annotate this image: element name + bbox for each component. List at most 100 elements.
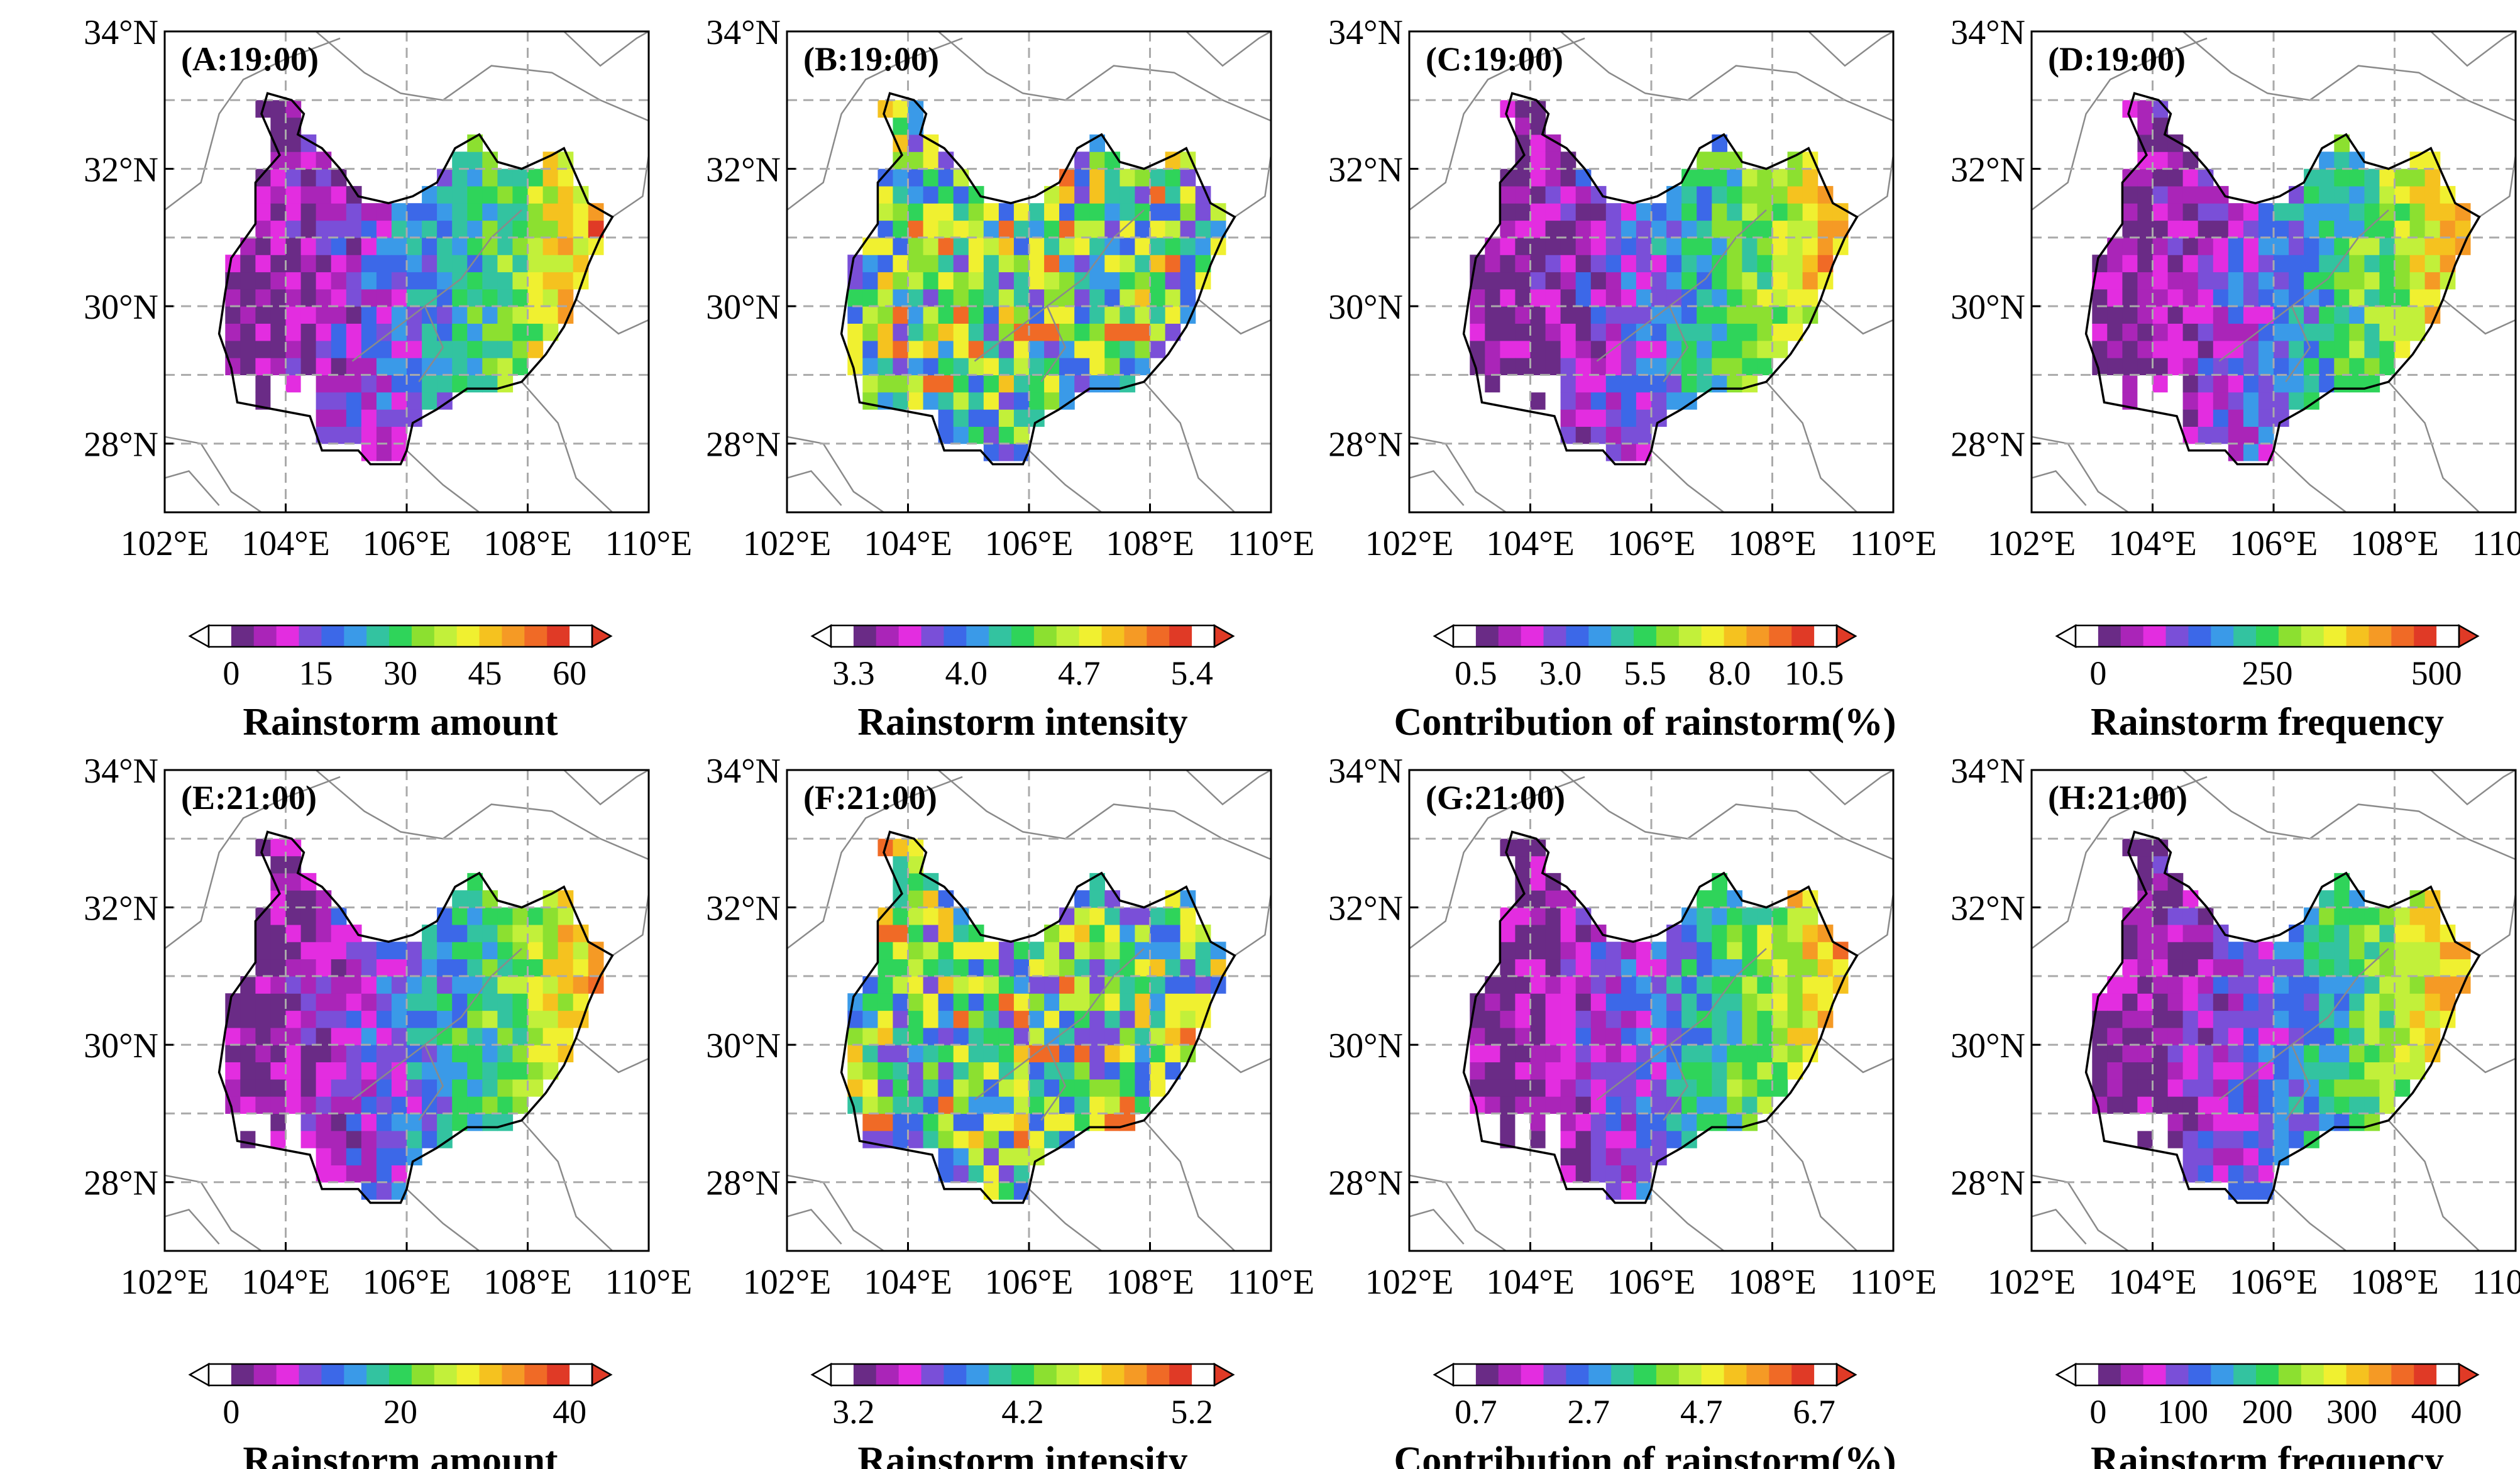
grid-cell — [847, 255, 863, 273]
grid-cell — [2167, 340, 2184, 358]
grid-cell — [1500, 375, 1516, 393]
grid-cell — [300, 358, 317, 375]
grid-cell — [452, 1062, 468, 1080]
grid-cell — [2440, 976, 2456, 994]
grid-cell — [2167, 1130, 2184, 1148]
grid-cell — [1029, 1113, 1045, 1131]
grid-cell — [300, 959, 317, 977]
grid-cell — [376, 443, 392, 461]
grid-cell — [1044, 272, 1060, 290]
grid-cell — [1029, 1096, 1045, 1114]
grid-cell — [1089, 272, 1105, 290]
grid-cell — [2122, 1045, 2138, 1062]
colorbar-tick-label: 45 — [468, 654, 502, 692]
grid-cell — [923, 1062, 939, 1080]
lon-tick-label: 106°E — [1607, 524, 1696, 563]
grid-cell — [1150, 993, 1166, 1011]
grid-cell — [1575, 959, 1592, 977]
grid-cell — [2198, 924, 2214, 942]
grid-cell — [1165, 168, 1181, 187]
grid-cell — [1757, 255, 1773, 273]
grid-cell — [391, 340, 407, 358]
grid-cell — [938, 976, 954, 994]
grid-cell — [2394, 289, 2411, 307]
grid-cell — [2319, 203, 2335, 221]
grid-cell — [1712, 306, 1727, 324]
grid-cell — [938, 340, 954, 358]
grid-cell — [558, 185, 574, 204]
grid-cell — [2319, 1045, 2335, 1062]
grid-cell — [437, 306, 453, 324]
grid-cell — [2258, 1079, 2274, 1097]
grid-cell — [1500, 203, 1516, 221]
grid-cell — [2182, 306, 2199, 324]
grid-cell — [2334, 907, 2350, 925]
grid-cell — [998, 1148, 1015, 1165]
grid-cell — [346, 375, 362, 393]
grid-cell — [923, 976, 939, 994]
panel-label: (E:21:00) — [181, 779, 317, 817]
grid-cell — [878, 1045, 894, 1062]
map-panel: 102°E104°E106°E108°E110°E34°N32°N30°N28°… — [1951, 13, 2520, 744]
lat-tick-label: 32°N — [1328, 151, 1403, 190]
lat-tick-label: 34°N — [706, 752, 781, 791]
grid-cell — [452, 237, 468, 255]
colorbar-swatch — [1588, 625, 1612, 647]
grid-cell — [1651, 959, 1667, 977]
colorbar-swatch — [2233, 1364, 2257, 1385]
province-border — [1143, 1120, 1236, 1252]
colorbar-swatch — [1453, 1364, 1477, 1385]
grid-cell — [2289, 340, 2304, 358]
colorbar-swatch — [2323, 1364, 2347, 1385]
grid-cell — [1681, 185, 1697, 204]
grid-cell — [437, 1045, 453, 1062]
colorbar-swatch — [921, 625, 944, 647]
grid-cell — [1120, 289, 1136, 307]
grid-cell — [1742, 306, 1758, 324]
grid-cell — [2334, 1045, 2350, 1062]
grid-cell — [361, 1165, 377, 1183]
region-boundary — [840, 92, 1236, 466]
grid-cell — [1787, 237, 1803, 255]
grid-cell — [968, 289, 984, 307]
grid-cell — [1727, 255, 1742, 273]
grid-cell — [1530, 220, 1546, 238]
grid-cell — [497, 255, 514, 273]
grid-cell — [422, 1045, 437, 1062]
grid-cell — [558, 1010, 574, 1028]
grid-cell — [2152, 1062, 2169, 1080]
province-border — [164, 436, 262, 514]
grid-cell — [1560, 1045, 1576, 1062]
grid-cell — [361, 237, 377, 255]
grid-cell — [1802, 976, 1818, 994]
grid-cell — [1515, 185, 1531, 204]
grid-cell — [908, 993, 924, 1011]
grid-cell — [1089, 1113, 1105, 1131]
grid-cell — [316, 1062, 332, 1080]
grid-cell — [512, 220, 529, 238]
grid-cell — [1697, 358, 1712, 375]
province-border — [1409, 1174, 1507, 1252]
lat-tick-label: 34°N — [84, 752, 158, 791]
province-border — [2182, 769, 2516, 861]
grid-cell — [558, 1027, 574, 1045]
grid-cell — [512, 1096, 529, 1114]
grid-cell — [542, 907, 559, 925]
grid-cell — [2137, 272, 2154, 290]
colorbar-swatch — [831, 625, 854, 647]
grid-cell — [361, 306, 377, 324]
colorbar-swatch — [1611, 1364, 1634, 1385]
grid-cell — [1545, 272, 1561, 290]
grid-cell — [2122, 1010, 2138, 1028]
grid-cell — [983, 272, 999, 290]
grid-cell — [482, 185, 498, 204]
grid-cell — [908, 1130, 924, 1148]
colorbar-swatch — [479, 1364, 502, 1385]
grid-cell — [331, 1045, 347, 1062]
grid-cell — [2274, 392, 2289, 410]
grid-cell — [953, 976, 969, 994]
grid-cell — [2122, 358, 2138, 375]
grid-cell — [1165, 272, 1181, 290]
grid-cell — [1074, 1096, 1090, 1114]
grid-cell — [998, 1130, 1015, 1148]
